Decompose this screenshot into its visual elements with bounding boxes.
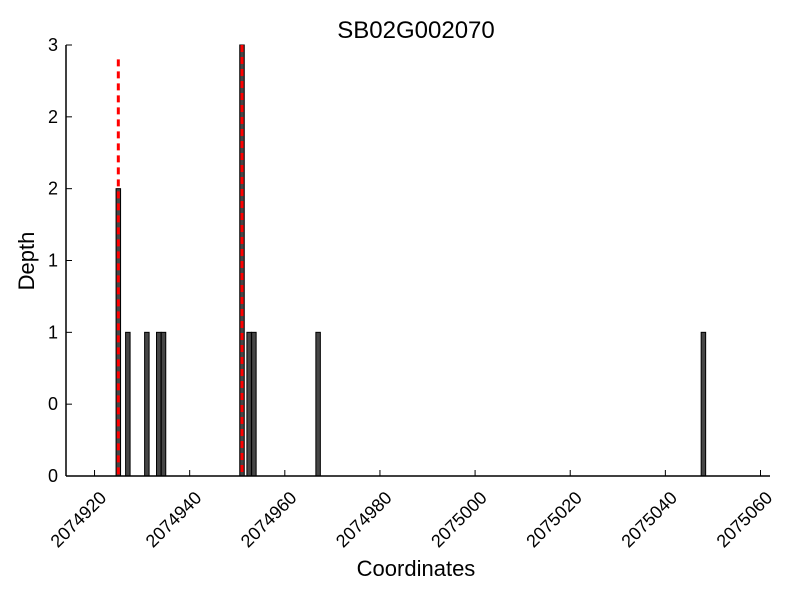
y-tick-label: 2 xyxy=(48,179,58,199)
y-axis-label: Depth xyxy=(14,232,39,291)
depth-bar xyxy=(700,331,707,477)
y-tick-label: 3 xyxy=(48,35,58,55)
x-axis-label: Coordinates xyxy=(357,556,476,581)
depth-bar xyxy=(160,331,167,477)
x-tick-label: 2075060 xyxy=(713,488,777,552)
depth-bar xyxy=(156,331,162,477)
x-tick-label: 2075000 xyxy=(427,488,491,552)
x-tick-label: 2074920 xyxy=(47,488,111,552)
y-tick-label: 1 xyxy=(48,251,58,271)
y-tick-label: 0 xyxy=(48,466,58,486)
x-tick-label: 2075020 xyxy=(522,488,586,552)
depth-bar xyxy=(125,331,131,477)
depth-bar xyxy=(251,331,257,477)
y-tick-label: 2 xyxy=(48,107,58,127)
x-tick-label: 2074960 xyxy=(237,488,301,552)
y-axis-ticks: 0 0 1 1 2 2 3 xyxy=(48,35,72,486)
x-axis-ticks: 2074920 2074940 2074960 2074980 2075000 20750… xyxy=(47,470,777,552)
x-tick-label: 2075040 xyxy=(617,488,681,552)
x-tick-label: 2074980 xyxy=(332,488,396,552)
reference-markers xyxy=(116,45,244,476)
y-tick-label: 1 xyxy=(48,322,58,342)
y-tick-label: 0 xyxy=(48,394,58,414)
chart-title: SB02G002070 xyxy=(337,17,494,44)
bars xyxy=(115,44,707,477)
x-tick-label: 2074940 xyxy=(142,488,206,552)
depth-bar xyxy=(315,331,321,477)
depth-bar xyxy=(246,331,252,477)
depth-bar xyxy=(144,331,150,477)
